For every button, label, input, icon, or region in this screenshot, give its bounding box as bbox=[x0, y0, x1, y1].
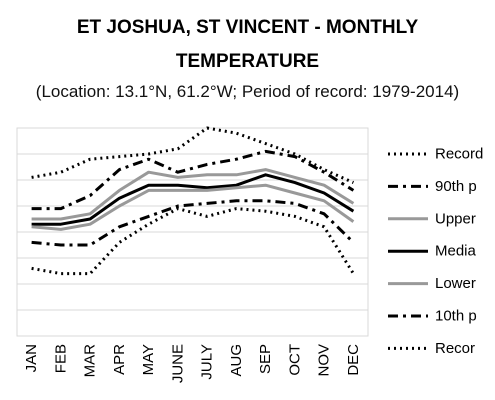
chart-title-line-1: ET JOSHUA, ST VINCENT - MONTHLY bbox=[76, 17, 419, 38]
legend-label: Upper bbox=[435, 210, 476, 227]
legend-label: Record bbox=[435, 146, 483, 163]
legend: Record 90th p Upper Media Lower 10th p Recor bbox=[388, 146, 483, 357]
legend-label: Lower bbox=[435, 275, 476, 292]
legend-label: 90th p bbox=[435, 178, 477, 195]
series-line-3 bbox=[31, 173, 355, 226]
x-tick-label: JUNE bbox=[169, 344, 186, 383]
series-line-4 bbox=[31, 183, 355, 231]
x-tick-label: FEB bbox=[52, 344, 69, 373]
x-tick-label: JULY bbox=[199, 344, 216, 380]
x-axis-tick-labels: JAN FEB MAR APR MAY JUNE JULY AUG SEP OCT NOV DEC bbox=[23, 344, 362, 383]
x-tick-label: APR bbox=[111, 344, 128, 375]
plot-area-border bbox=[16, 127, 369, 337]
chart-subtitle: (Location: 13.1°N, 61.2°W; Period of rec… bbox=[35, 82, 460, 101]
series-lines bbox=[31, 126, 355, 276]
legend-label: Media bbox=[435, 243, 477, 260]
x-tick-label: AUG bbox=[228, 344, 245, 377]
legend-label: Recor bbox=[435, 340, 475, 357]
gridlines bbox=[17, 153, 368, 311]
series-line-0 bbox=[31, 126, 355, 184]
x-tick-label: JAN bbox=[23, 344, 40, 372]
x-tick-label: OCT bbox=[286, 344, 303, 376]
series-line-5 bbox=[31, 199, 355, 247]
x-tick-label: NOV bbox=[316, 344, 333, 377]
legend-label: 10th p bbox=[435, 308, 477, 325]
x-tick-label: MAR bbox=[82, 344, 99, 378]
x-tick-label: MAY bbox=[140, 344, 157, 375]
x-tick-label: SEP bbox=[257, 344, 274, 374]
x-tick-label: DEC bbox=[345, 344, 362, 376]
series-line-6 bbox=[31, 207, 355, 276]
series-line-2 bbox=[31, 168, 355, 221]
series-line-1 bbox=[31, 149, 355, 211]
chart-title-line-2: TEMPERATURE bbox=[175, 51, 320, 72]
